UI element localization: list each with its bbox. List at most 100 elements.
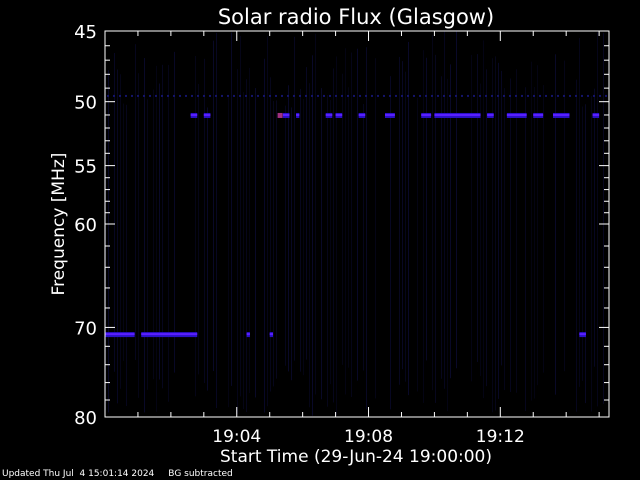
background-streak [348,87,349,368]
signal-core [434,113,481,116]
faint-dot [281,94,283,97]
background-streak [285,105,286,366]
faint-dot [113,94,115,97]
faint-dot [341,94,343,97]
faint-dot [275,94,277,97]
footer: Updated Thu Jul 4 15:01:14 2024 BG subtra… [2,469,247,479]
signal-core [533,113,544,116]
background-streak [216,32,217,409]
faint-dot [497,94,499,97]
signal-core [421,113,432,116]
faint-dot [395,94,397,97]
plot-area [105,31,607,416]
background-streak [336,56,337,416]
signal-core [269,333,273,336]
background-streak [417,97,418,392]
background-streak [471,54,472,382]
background-streak [288,85,289,372]
updated-timestamp: Updated Thu Jul 4 15:01:14 2024 [2,469,155,479]
faint-dot [437,94,439,97]
faint-dot [413,94,415,97]
background-streak [597,32,598,407]
faint-dot [389,94,391,97]
faint-dot [383,94,385,97]
signal-core [506,113,527,116]
background-streak [456,31,457,369]
signal-core [487,113,494,116]
signal-core [592,113,600,116]
faint-dot [257,94,259,97]
background-streak [162,64,163,389]
faint-dot [407,94,409,97]
faint-dot [425,94,427,97]
faint-dot [179,94,181,97]
background-streak [375,58,376,399]
background-streak [435,54,436,403]
faint-dot [491,94,493,97]
signal-core [358,113,366,116]
x-tick-label: 19:08 [344,427,393,447]
faint-dot [365,94,367,97]
faint-dot [263,94,265,97]
background-streak [108,70,109,413]
faint-dot [323,94,325,97]
background-streak [120,74,121,389]
background-streak [213,40,214,372]
background-streak [168,64,169,402]
background-streak [243,92,244,410]
signal-core [579,333,586,336]
faint-dot [137,94,139,97]
background-streak [525,87,526,412]
background-streak [555,54,556,395]
x-axis-label: Start Time (29-Jun-24 19:00:00) [220,447,492,467]
background-streak [159,83,160,380]
faint-dot [143,94,145,97]
y-tick-label: 45 [74,22,97,43]
faint-dot [197,94,199,97]
x-axis: 19:04 19:08 19:12 [137,31,600,447]
faint-dot [515,94,517,97]
faint-dot [119,94,121,97]
background-streak [534,86,535,399]
background-streak [174,51,175,373]
faint-dot [299,94,301,97]
signal-core [105,333,135,336]
signal-core [203,113,211,116]
faint-dot [149,94,151,97]
background-streak [231,32,232,386]
background-streak [363,104,364,371]
faint-dot [581,94,583,97]
faint-dot [107,94,109,97]
background-streak [228,95,229,408]
background-streak [576,79,577,412]
background-streak [603,32,604,404]
y-tick-label: 60 [74,215,97,236]
background-streak [123,103,124,361]
hot-spot [277,112,283,118]
background-streak [585,104,586,404]
faint-dot [239,94,241,97]
faint-dot [185,94,187,97]
y-tick-label: 50 [74,93,97,114]
faint-dot [347,94,349,97]
faint-dot [209,94,211,97]
faint-dot [599,94,601,97]
background-streak [498,62,499,399]
signal-core [385,113,395,116]
faint-dot [215,94,217,97]
signal-core [553,113,570,116]
faint-dot [269,94,271,97]
background-streak [447,78,448,412]
background-streak [564,60,565,372]
y-tick-label: 70 [74,318,97,339]
background-streak [144,58,145,413]
faint-dot [203,94,205,97]
faint-dot [371,94,373,97]
background-streak [300,88,301,372]
faint-dot [221,94,223,97]
background-streak [432,35,433,391]
background-streak [345,48,346,395]
faint-dot [509,94,511,97]
background-streak [495,56,496,411]
